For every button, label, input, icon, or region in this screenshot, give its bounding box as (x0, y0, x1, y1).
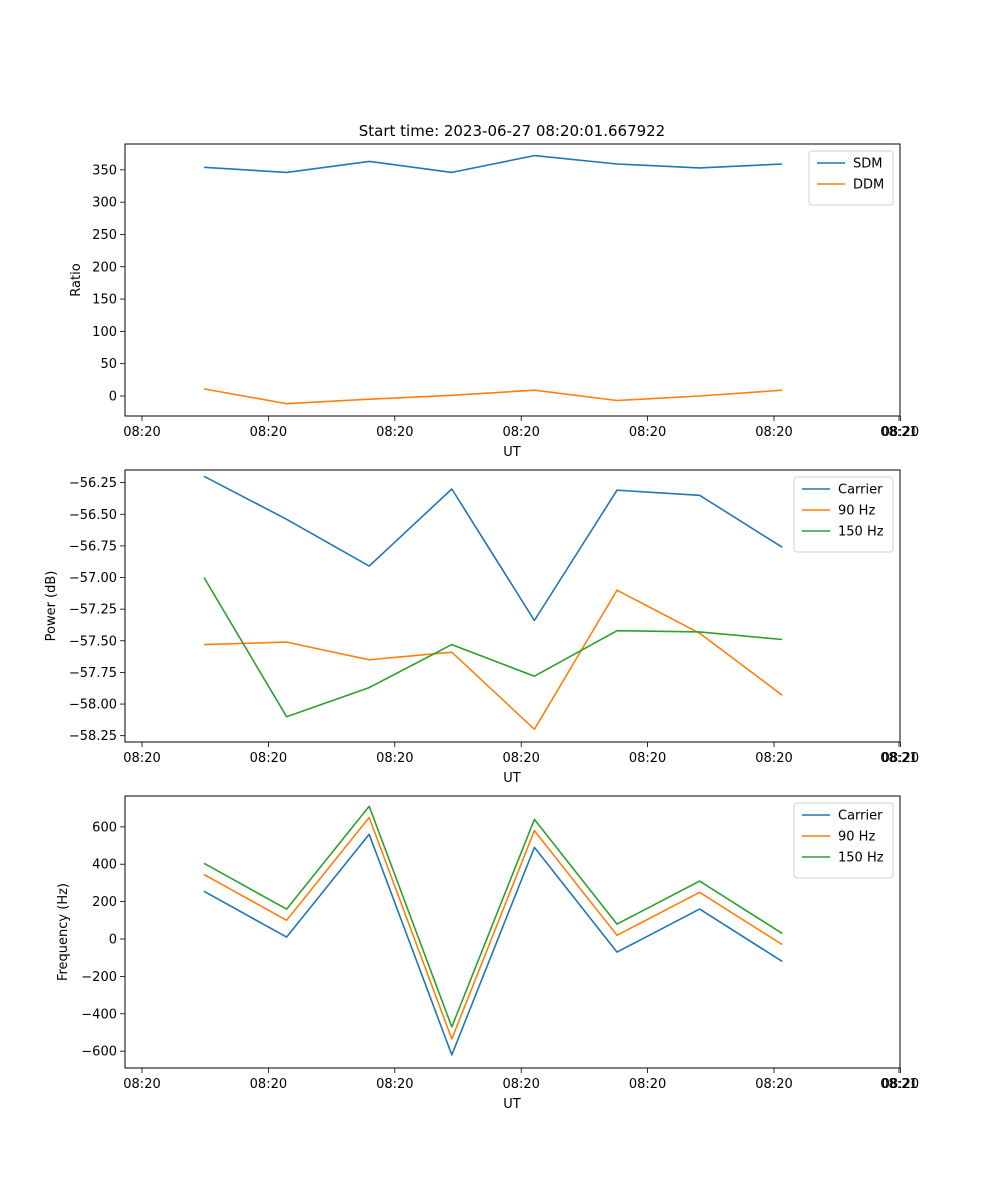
x-tick-label: 08:20 (376, 751, 413, 766)
x-tick-label: 08:20 (250, 425, 287, 440)
x-tick-label: 08:20 (882, 751, 919, 766)
y-tick-label: 100 (92, 325, 117, 340)
y-tick-label: 50 (100, 357, 117, 372)
x-tick-label: 08:20 (123, 751, 160, 766)
y-tick-label: 300 (92, 196, 117, 211)
y-axis-label: Ratio (69, 263, 84, 296)
legend: SDM DDM (808, 150, 894, 206)
series-line-90-hz (203, 816, 783, 1040)
legend-label: 150 Hz (838, 851, 884, 866)
chart-panel-1: 08:20 08:20 08:20 08:20 08:20 08:20 08:2008:21… (69, 143, 919, 460)
x-axis-label: UT (503, 445, 521, 460)
series-line-carrier (203, 833, 783, 1056)
series-line-150-hz (203, 577, 783, 718)
axes-frame (124, 143, 901, 417)
x-tick-label: 08:21 (880, 425, 917, 440)
y-tick-label: −57.00 (69, 571, 117, 586)
x-axis-label: UT (503, 771, 521, 786)
y-tick-label: 250 (92, 228, 117, 243)
chart-panel-3: 08:20 08:20 08:20 08:20 08:20 08:20 08:2008:21… (56, 795, 919, 1112)
y-tick-label: 200 (92, 260, 117, 275)
y-tick-label: 400 (92, 858, 117, 873)
legend-label: SDM (853, 157, 882, 172)
legend-label: 150 Hz (838, 525, 884, 540)
x-tick-label: 08:20 (376, 425, 413, 440)
x-axis-label: UT (503, 1097, 521, 1112)
y-tick-label: 150 (92, 293, 117, 308)
legend-box (793, 802, 894, 879)
legend-label: Carrier (838, 809, 883, 824)
axes-frame (124, 469, 901, 743)
y-tick-label: −600 (81, 1045, 117, 1060)
y-tick-label: −56.75 (69, 539, 117, 554)
legend-label: DDM (853, 178, 884, 193)
legend-label: 90 Hz (838, 504, 875, 519)
series-line-ddm (203, 388, 783, 405)
y-tick-label: −57.75 (69, 666, 117, 681)
legend-box (808, 150, 894, 206)
legend: Carrier 90 Hz 150 Hz (793, 476, 894, 553)
x-tick-label: 08:20 (629, 751, 666, 766)
series-line-90-hz (203, 589, 783, 731)
y-tick-label: −58.00 (69, 698, 117, 713)
y-tick-label: 0 (109, 389, 117, 404)
y-tick-label: −56.50 (69, 508, 117, 523)
legend: Carrier 90 Hz 150 Hz (793, 802, 894, 879)
legend-box (793, 476, 894, 553)
x-tick-label: 08:20 (502, 1077, 539, 1092)
series-line-sdm (203, 154, 783, 174)
x-tick-label: 08:20 (123, 425, 160, 440)
x-tick-label: 08:20 (755, 751, 792, 766)
y-tick-label: −200 (81, 970, 117, 985)
y-tick-label: −58.25 (69, 729, 117, 744)
series-line-150-hz (203, 805, 783, 1028)
x-tick-label: 08:20 (629, 425, 666, 440)
legend-label: Carrier (838, 483, 883, 498)
chart-panel-2: 08:20 08:20 08:20 08:20 08:20 08:20 08:2008:21… (44, 469, 919, 786)
x-tick-label: 08:20 (755, 425, 792, 440)
y-axis-label: Power (dB) (44, 571, 59, 642)
y-tick-label: 0 (109, 933, 117, 948)
x-tick-label: 08:20 (123, 1077, 160, 1092)
figure-title: Start time: 2023-06-27 08:20:01.667922 (359, 122, 665, 140)
y-tick-label: −57.50 (69, 634, 117, 649)
x-tick-label: 08:20 (629, 1077, 666, 1092)
x-tick-label: 08:20 (250, 1077, 287, 1092)
y-tick-label: 350 (92, 163, 117, 178)
y-tick-label: −400 (81, 1007, 117, 1022)
x-tick-label: 08:21 (880, 751, 917, 766)
x-tick-label: 08:20 (882, 1077, 919, 1092)
series-line-carrier (203, 475, 783, 622)
x-tick-label: 08:20 (882, 425, 919, 440)
legend-label: 90 Hz (838, 830, 875, 845)
x-tick-label: 08:20 (250, 751, 287, 766)
x-tick-label: 08:21 (880, 1077, 917, 1092)
y-tick-label: −57.25 (69, 603, 117, 618)
x-tick-label: 08:20 (755, 1077, 792, 1092)
y-tick-label: 600 (92, 820, 117, 835)
x-tick-label: 08:20 (502, 751, 539, 766)
y-tick-label: −56.25 (69, 476, 117, 491)
y-axis-label: Frequency (Hz) (56, 883, 71, 981)
x-tick-label: 08:20 (376, 1077, 413, 1092)
x-tick-label: 08:20 (502, 425, 539, 440)
axes-frame (124, 795, 901, 1069)
y-tick-label: 200 (92, 895, 117, 910)
